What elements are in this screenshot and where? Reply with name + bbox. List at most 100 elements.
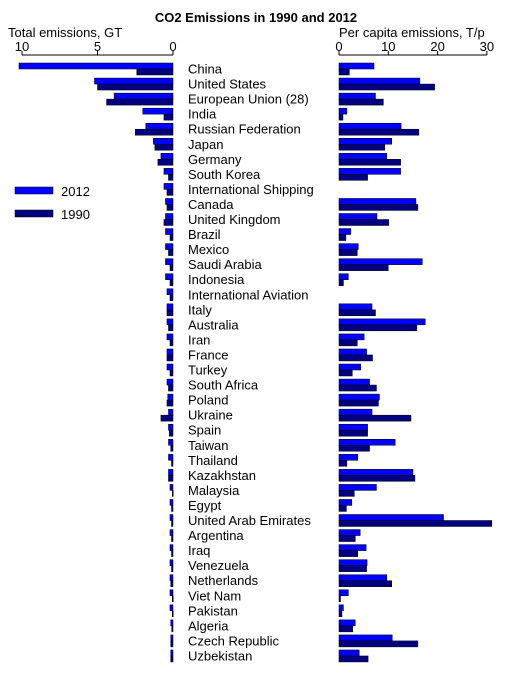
country-label: Canada (188, 197, 234, 212)
per-capita-bar-2012 (338, 484, 377, 491)
total-bar-1990 (168, 324, 174, 332)
per-capita-bar-1990 (338, 520, 493, 527)
total-bar-2012 (169, 589, 174, 596)
total-bar-1990 (171, 550, 174, 557)
country-label: France (188, 347, 228, 362)
per-capita-bar-2012 (338, 619, 356, 627)
per-capita-bar-1990 (338, 159, 401, 166)
country-label: United States (188, 77, 267, 92)
total-bar-1990 (171, 535, 174, 542)
total-bar-1990 (171, 595, 174, 602)
right-tick-label: 30 (480, 39, 494, 54)
total-bar-1990 (166, 399, 174, 407)
per-capita-bar-2012 (338, 348, 367, 356)
total-bar-1990 (166, 309, 174, 317)
per-capita-bar-1990 (338, 83, 435, 91)
total-bar-1990 (135, 128, 174, 136)
country-label: European Union (28) (188, 92, 309, 107)
total-bar-1990 (166, 204, 174, 211)
per-capita-bar-2012 (338, 529, 361, 536)
per-capita-bar-1990 (338, 219, 390, 226)
total-bar-2012 (167, 393, 174, 401)
total-bar-1990 (171, 490, 174, 497)
total-bar-2012 (168, 454, 174, 461)
total-bar-2012 (145, 122, 174, 130)
per-capita-bar-1990 (338, 610, 343, 618)
per-capita-bar-1990 (338, 429, 368, 437)
country-label: International Aviation (188, 287, 308, 302)
per-capita-bar-2012 (338, 544, 367, 551)
total-bar-1990 (169, 234, 174, 241)
total-bar-2012 (170, 634, 174, 642)
total-bar-2012 (142, 107, 174, 115)
country-label: Indonesia (188, 272, 245, 287)
total-bar-2012 (169, 574, 174, 581)
country-label: Ukraine (188, 408, 233, 423)
country-label: Mexico (188, 242, 229, 257)
total-bar-2012 (169, 559, 174, 566)
per-capita-bar-2012 (338, 604, 344, 612)
per-capita-bar-2012 (338, 333, 365, 341)
country-label: India (188, 107, 217, 122)
country-label: South Africa (188, 378, 259, 393)
per-capita-bar-1990 (338, 445, 370, 452)
total-bar-1990 (168, 475, 174, 482)
total-bar-1990 (171, 565, 174, 572)
country-label: United Arab Emirates (188, 513, 311, 528)
per-capita-bar-2012 (338, 92, 376, 100)
country-label: Japan (188, 137, 223, 152)
per-capita-bar-2012 (338, 213, 378, 220)
per-capita-bar-1990 (338, 144, 386, 151)
total-bar-2012 (169, 604, 174, 612)
country-label: South Korea (188, 167, 261, 182)
left-axis-ticks: 10 5 0 (15, 39, 177, 56)
total-bar-2012 (163, 183, 174, 190)
total-bar-2012 (170, 649, 174, 657)
per-capita-bar-2012 (338, 243, 359, 250)
country-label: Pakistan (188, 603, 238, 618)
per-capita-bar-1990 (338, 580, 393, 587)
total-bar-2012 (169, 529, 174, 536)
per-capita-bar-2012 (338, 258, 423, 265)
country-label: Viet Nam (188, 588, 241, 603)
per-capita-bar-1990 (338, 550, 358, 557)
left-tick-label: 5 (94, 39, 101, 54)
left-panel-bars (18, 62, 174, 663)
total-bar-1990 (136, 68, 174, 76)
legend-swatch (14, 186, 54, 195)
country-label: Russian Federation (188, 122, 301, 137)
per-capita-bar-1990 (338, 204, 419, 211)
total-bar-2012 (165, 213, 174, 220)
country-label: China (188, 62, 223, 77)
per-capita-bar-1990 (338, 339, 358, 347)
per-capita-bar-1990 (338, 264, 389, 271)
per-capita-bar-1990 (338, 309, 376, 317)
per-capita-bar-1990 (338, 414, 412, 422)
per-capita-bar-2012 (338, 589, 349, 596)
country-label: Uzbekistan (188, 648, 252, 663)
per-capita-bar-2012 (338, 408, 373, 416)
total-bar-2012 (165, 273, 174, 280)
per-capita-bar-2012 (338, 122, 402, 130)
total-bar-1990 (163, 219, 174, 226)
total-bar-1990 (166, 354, 174, 362)
total-bar-1990 (168, 429, 174, 437)
per-capita-bar-2012 (338, 469, 414, 476)
per-capita-bar-1990 (338, 565, 367, 572)
total-bar-1990 (171, 625, 174, 633)
per-capita-bar-1990 (338, 98, 384, 106)
country-label: United Kingdom (188, 212, 281, 227)
per-capita-bar-2012 (338, 77, 421, 85)
per-capita-bar-2012 (338, 514, 444, 521)
country-label: Poland (188, 393, 228, 408)
country-label: Thailand (188, 453, 238, 468)
legend-label: 1990 (61, 207, 90, 222)
country-label: Brazil (188, 227, 221, 242)
total-bar-2012 (166, 333, 174, 341)
total-bar-1990 (170, 640, 174, 648)
total-bar-2012 (168, 423, 174, 431)
right-tick-label: 0 (335, 39, 342, 54)
total-bar-2012 (166, 303, 174, 311)
country-label: Australia (188, 317, 239, 332)
